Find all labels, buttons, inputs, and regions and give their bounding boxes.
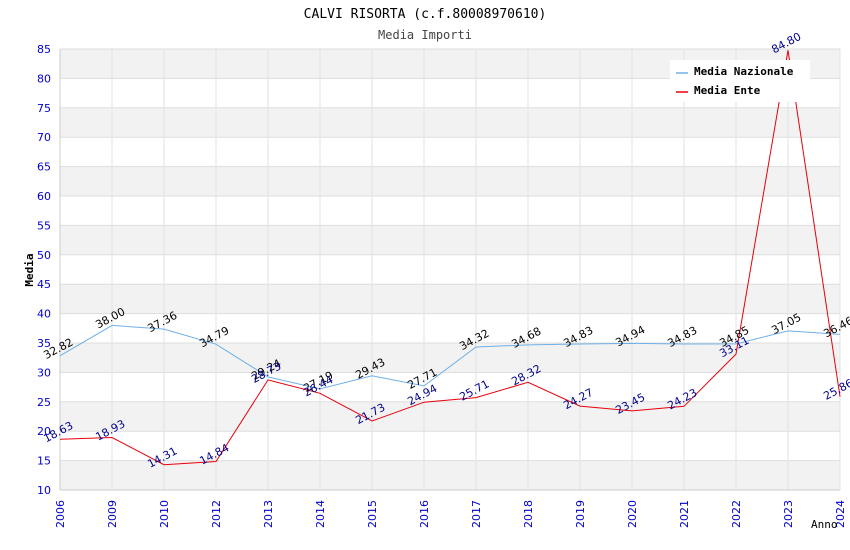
y-tick-label: 30 bbox=[37, 366, 51, 379]
y-tick-label: 85 bbox=[37, 43, 51, 56]
x-tick-labels: 2006 2009 2010 2012 2013 2014 2015 2016 2017 2018… bbox=[54, 500, 847, 528]
x-tick-label: 2020 bbox=[626, 500, 639, 528]
y-tick-label: 75 bbox=[37, 102, 51, 115]
band bbox=[60, 313, 840, 343]
band bbox=[60, 284, 840, 314]
x-tick-label: 2006 bbox=[54, 500, 67, 528]
band bbox=[60, 460, 840, 490]
x-tick-label: 2022 bbox=[730, 500, 743, 528]
band bbox=[60, 401, 840, 432]
series-lines bbox=[59, 50, 841, 466]
band bbox=[60, 107, 840, 138]
chart-subtitle: Media Importi bbox=[378, 28, 472, 42]
band bbox=[60, 137, 840, 167]
legend-label-media-ente: Media Ente bbox=[694, 84, 761, 97]
y-tick-labels: 10 15 20 25 30 35 40 45 50 55 60 65 70 75 80 85 bbox=[37, 43, 51, 497]
band bbox=[60, 254, 840, 285]
y-tick-label: 15 bbox=[37, 455, 51, 468]
x-axis-title: Anno bbox=[811, 518, 838, 531]
gridlines bbox=[59, 48, 841, 491]
x-tick-label: 2016 bbox=[418, 500, 431, 528]
band bbox=[60, 372, 840, 402]
y-tick-label: 65 bbox=[37, 161, 51, 174]
x-tick-label: 2013 bbox=[262, 500, 275, 528]
background-bands bbox=[60, 49, 840, 490]
y-tick-label: 25 bbox=[37, 396, 51, 409]
series-line-media-ente bbox=[59, 50, 841, 466]
x-tick-label: 2012 bbox=[210, 500, 223, 528]
y-tick-label: 45 bbox=[37, 278, 51, 291]
x-tick-label: 2014 bbox=[314, 500, 327, 528]
x-tick-label: 2023 bbox=[782, 500, 795, 528]
y-tick-label: 80 bbox=[37, 72, 51, 85]
legend: Media Nazionale Media Ente bbox=[670, 60, 810, 102]
y-tick-label: 20 bbox=[37, 425, 51, 438]
legend-box bbox=[670, 60, 810, 102]
y-tick-label: 40 bbox=[37, 308, 51, 321]
x-tick-label: 2021 bbox=[678, 500, 691, 528]
y-tick-label: 60 bbox=[37, 190, 51, 203]
chart-title: CALVI RISORTA (c.f.80008970610) bbox=[304, 7, 547, 22]
x-tick-label: 2015 bbox=[366, 500, 379, 528]
band bbox=[60, 225, 840, 255]
band bbox=[60, 431, 840, 461]
x-tick-label: 2024 bbox=[834, 500, 847, 528]
y-tick-label: 50 bbox=[37, 249, 51, 262]
y-tick-label: 10 bbox=[37, 484, 51, 497]
y-tick-label: 35 bbox=[37, 337, 51, 350]
x-tick-label: 2017 bbox=[470, 500, 483, 528]
band bbox=[60, 196, 840, 226]
x-tick-label: 2010 bbox=[158, 500, 171, 528]
x-tick-label: 2009 bbox=[106, 500, 119, 528]
x-tick-label: 2019 bbox=[574, 500, 587, 528]
band bbox=[60, 166, 840, 196]
series-line-media-nazionale bbox=[59, 324, 841, 390]
x-tick-label: 2018 bbox=[522, 500, 535, 528]
y-axis-title: Media bbox=[23, 253, 36, 286]
axes bbox=[59, 49, 840, 491]
y-tick-label: 70 bbox=[37, 131, 51, 144]
y-tick-label: 55 bbox=[37, 219, 51, 232]
band bbox=[60, 343, 840, 373]
legend-label-media-nazionale: Media Nazionale bbox=[694, 65, 794, 78]
